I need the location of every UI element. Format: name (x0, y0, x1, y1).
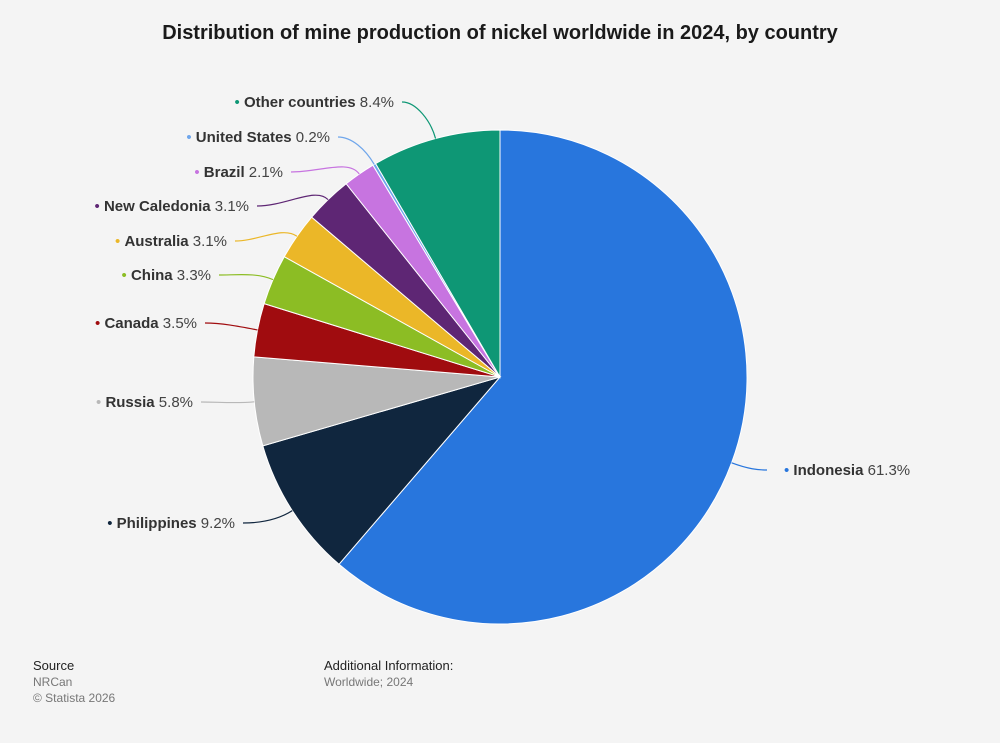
label-value: 9.2% (197, 515, 235, 532)
label-name: New Caledonia (104, 198, 211, 215)
data-label-philippines: • Philippines 9.2% (107, 515, 235, 532)
slice-philippines[interactable] (262, 376, 502, 566)
legend-bullet-icon: • (95, 315, 104, 332)
chart-title: Distribution of mine production of nicke… (162, 22, 838, 44)
legend-bullet-icon: • (186, 129, 195, 146)
label-name: Canada (104, 315, 159, 332)
slice-indonesia[interactable] (338, 129, 748, 625)
leader-line-australia (234, 232, 298, 242)
data-label-australia: • Australia 3.1% (115, 233, 227, 250)
copyright: © Statista 2026 (33, 691, 116, 705)
legend-bullet-icon: • (122, 267, 131, 284)
data-label-brazil: • Brazil 2.1% (194, 164, 283, 181)
slice-other-countries[interactable] (374, 129, 501, 379)
data-label-united-states: • United States 0.2% (186, 129, 330, 146)
data-label-other-countries: • Other countries 8.4% (235, 94, 394, 111)
label-name: China (131, 267, 173, 284)
label-name: Indonesia (793, 462, 864, 479)
legend-bullet-icon: • (194, 164, 203, 181)
additional-info-block: Additional Information: Worldwide; 2024 (324, 658, 453, 690)
label-value: 61.3% (863, 462, 910, 479)
additional-info-heading: Additional Information: (324, 658, 454, 673)
label-name: United States (196, 129, 292, 146)
data-label-canada: • Canada 3.5% (95, 315, 197, 332)
data-label-china: • China 3.3% (122, 267, 211, 284)
legend-bullet-icon: • (95, 198, 104, 215)
label-name: Brazil (204, 164, 245, 181)
label-value: 3.1% (189, 233, 227, 250)
leader-line-united-states (337, 136, 375, 165)
legend-bullet-icon: • (115, 233, 124, 250)
label-value: 3.5% (159, 315, 197, 332)
label-value: 2.1% (245, 164, 283, 181)
data-label-indonesia: • Indonesia 61.3% (784, 462, 910, 479)
label-value: 0.2% (292, 129, 330, 146)
label-value: 8.4% (356, 94, 394, 111)
label-name: Russia (105, 394, 155, 411)
leader-line-china (218, 273, 274, 281)
source-name[interactable]: NRCan (33, 675, 73, 689)
data-label-new-caledonia: • New Caledonia 3.1% (95, 198, 249, 215)
label-value: 5.8% (155, 394, 193, 411)
legend-bullet-icon: • (96, 394, 105, 411)
leader-line-new-caledonia (256, 194, 329, 207)
legend-bullet-icon: • (235, 94, 244, 111)
legend-bullet-icon: • (107, 515, 116, 532)
label-name: Australia (124, 233, 189, 250)
label-value: 3.3% (173, 267, 211, 284)
leader-line-philippines (242, 510, 293, 524)
data-label-russia: • Russia 5.8% (96, 394, 193, 411)
source-block: Source NRCan © Statista 2026 (33, 658, 115, 706)
leader-line-indonesia (731, 462, 768, 471)
leader-line-brazil (290, 166, 360, 175)
source-heading: Source (33, 658, 75, 673)
label-name: Philippines (117, 515, 197, 532)
label-value: 3.1% (211, 198, 249, 215)
leader-line-canada (204, 322, 258, 331)
legend-bullet-icon: • (784, 462, 793, 479)
leader-line-other-countries (401, 101, 437, 139)
additional-info-text: Worldwide; 2024 (324, 675, 414, 689)
label-name: Other countries (244, 94, 356, 111)
leader-line-russia (200, 401, 255, 404)
